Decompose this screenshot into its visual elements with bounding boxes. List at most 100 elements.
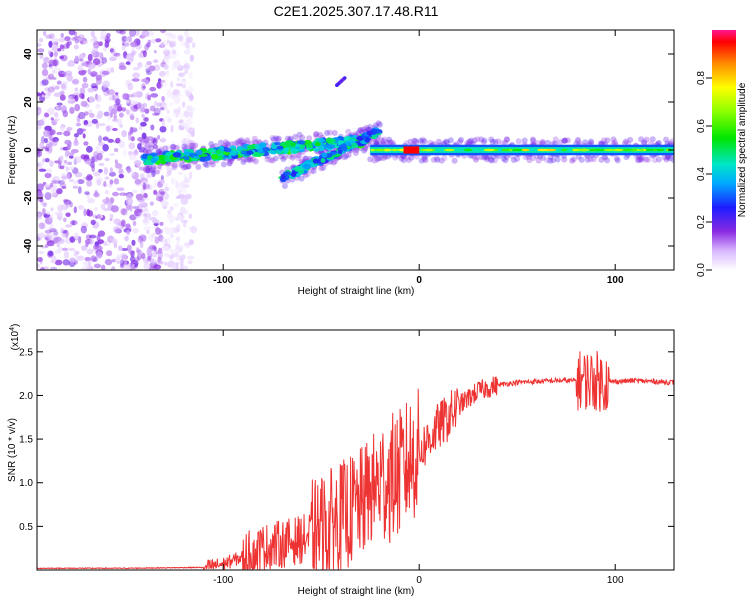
noise-blob <box>104 176 110 180</box>
noise-blob <box>183 173 188 179</box>
noise-blob <box>152 219 160 224</box>
noise-blob <box>132 72 141 79</box>
noise-blob <box>141 83 146 91</box>
band-halo <box>290 152 297 159</box>
band-halo <box>150 164 157 171</box>
noise-blob <box>60 227 64 233</box>
x-tick-label: -100 <box>213 575 233 586</box>
noise-blob <box>131 92 139 98</box>
noise-blob <box>121 107 127 112</box>
noise-blob <box>47 146 53 153</box>
noise-blob <box>86 248 94 255</box>
band-mark <box>318 137 325 143</box>
snr-xlabel: Height of straight line (km) <box>298 586 415 597</box>
noise-blob <box>149 201 154 206</box>
flat-band-highlight <box>370 148 376 152</box>
noise-blob <box>48 49 52 56</box>
noise-blob <box>131 189 138 194</box>
band-halo <box>356 127 363 134</box>
band-halo <box>246 155 253 162</box>
noise-blob <box>50 233 56 241</box>
band-halo <box>417 137 424 144</box>
band-halo <box>433 155 440 162</box>
noise-blob <box>88 62 92 71</box>
noise-blob <box>46 210 51 216</box>
noise-blob <box>51 69 56 75</box>
noise-blob <box>73 133 79 138</box>
noise-blob <box>169 33 177 40</box>
flat-band-highlight <box>391 148 399 152</box>
noise-blob <box>106 32 111 38</box>
noise-blob <box>163 192 169 201</box>
band-mark <box>314 141 321 147</box>
noise-blob <box>186 105 193 111</box>
band-halo <box>601 137 608 144</box>
noise-blob <box>50 138 57 143</box>
band-halo <box>236 137 243 144</box>
noise-blob <box>80 54 86 59</box>
band-halo <box>638 136 645 143</box>
band-halo <box>190 142 197 149</box>
band-mark <box>320 157 326 163</box>
noise-blob <box>74 171 83 178</box>
noise-blob <box>175 262 179 270</box>
flat-band-highlight <box>612 148 624 152</box>
noise-blob <box>76 255 85 261</box>
band-halo <box>413 139 420 146</box>
noise-blob <box>82 76 88 83</box>
noise-blob <box>151 209 159 217</box>
noise-blob <box>152 138 157 143</box>
band-halo <box>441 155 448 162</box>
band-halo <box>473 156 480 163</box>
noise-blob <box>130 250 135 258</box>
band-halo <box>547 157 554 164</box>
band-halo <box>145 167 152 174</box>
noise-blob <box>127 55 135 64</box>
noise-blob <box>178 119 184 124</box>
noise-blob <box>67 95 73 103</box>
band-halo <box>638 156 645 163</box>
noise-blob <box>113 52 121 57</box>
band-halo <box>162 145 169 152</box>
noise-blob <box>129 126 134 135</box>
band-halo <box>471 154 478 161</box>
blip-mark <box>342 76 347 80</box>
band-halo <box>389 139 396 146</box>
noise-blob <box>79 128 87 132</box>
band-halo <box>405 157 412 164</box>
noise-blob <box>88 175 93 180</box>
noise-blob <box>128 133 132 141</box>
noise-blob <box>125 197 134 206</box>
band-halo <box>170 143 177 150</box>
band-halo <box>318 165 325 172</box>
band-halo <box>238 136 245 143</box>
noise-blob <box>153 189 158 195</box>
band-mark <box>224 147 232 153</box>
band-halo <box>289 154 296 161</box>
noise-blob <box>186 118 193 126</box>
noise-blob <box>189 171 193 180</box>
noise-blob <box>173 144 178 149</box>
noise-blob <box>37 257 43 263</box>
noise-blob <box>47 73 55 80</box>
flat-band-highlight <box>536 148 548 152</box>
noise-blob <box>170 48 176 54</box>
noise-blob <box>107 89 116 96</box>
noise-blob <box>152 245 157 250</box>
band-halo <box>503 153 510 160</box>
noise-blob <box>69 236 76 243</box>
noise-blob <box>107 113 112 121</box>
noise-blob <box>82 40 89 45</box>
band-halo <box>623 154 630 161</box>
noise-blob <box>62 110 69 118</box>
band-halo <box>442 138 449 145</box>
noise-blob <box>74 96 78 101</box>
noise-blob <box>37 48 45 53</box>
noise-blob <box>102 80 111 88</box>
noise-blob <box>144 212 152 219</box>
noise-blob <box>114 159 118 165</box>
noise-blob <box>38 37 44 43</box>
colorbar-tick-label: 0.6 <box>696 119 707 133</box>
noise-blob <box>121 93 128 100</box>
band-halo <box>601 154 608 161</box>
